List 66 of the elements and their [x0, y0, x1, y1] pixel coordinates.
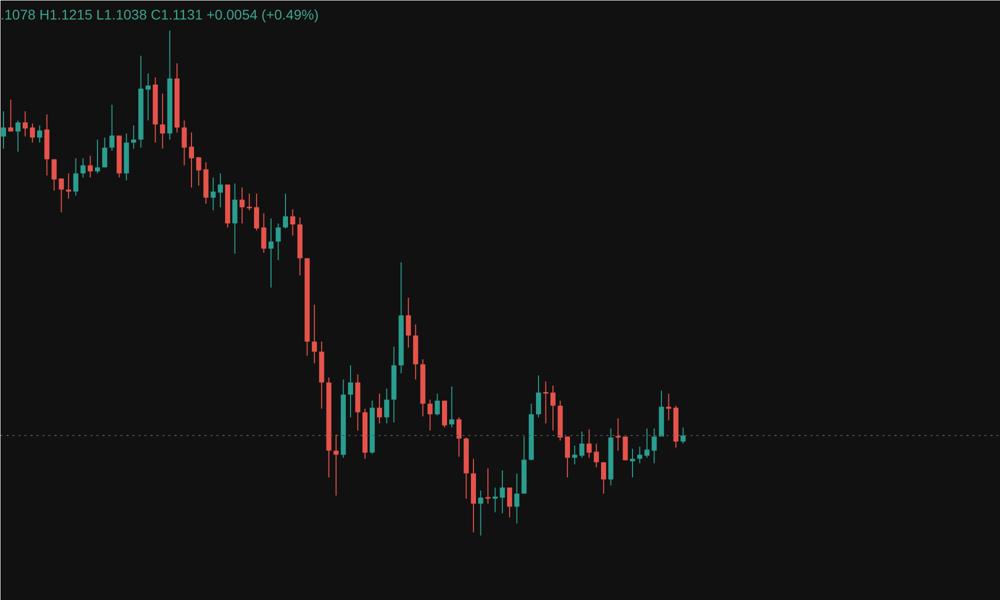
- chart-title: .1078 H1.1215 L1.1038 C1.1131 +0.0054 (+0.49%): [0, 6, 319, 22]
- candlestick: [52, 158, 57, 192]
- candlestick: [146, 72, 151, 121]
- candlestick: [240, 187, 245, 224]
- candlestick: [109, 104, 114, 152]
- candlestick: [276, 222, 281, 261]
- candlestick: [22, 110, 28, 138]
- candlestick: [102, 137, 108, 168]
- candlestick: [622, 436, 628, 461]
- candlestick: [543, 380, 548, 424]
- candlestick: [73, 158, 78, 196]
- candlestick: [58, 178, 64, 213]
- candlestick: [507, 487, 512, 518]
- candlestick: [572, 445, 578, 465]
- candlestick: [644, 428, 650, 458]
- candlestick: [492, 487, 498, 513]
- candlestick: [514, 472, 520, 524]
- candlestick: [637, 446, 642, 464]
- candlestick: [428, 399, 433, 431]
- candlestick: [282, 193, 288, 229]
- candlestick: [268, 218, 274, 288]
- candlestick: [218, 172, 223, 208]
- candlestick: [188, 132, 194, 188]
- candlestick: [8, 99, 14, 132]
- candlestick: [579, 430, 584, 458]
- candlestick: [500, 470, 505, 514]
- candlestick: [456, 416, 462, 458]
- candlestick: [246, 193, 252, 211]
- candlestick: [652, 428, 657, 464]
- candlestick: [384, 388, 390, 424]
- candlestick: [601, 462, 606, 494]
- candlestick: [406, 297, 411, 348]
- candlestick: [312, 304, 317, 364]
- candlestick: [290, 208, 296, 236]
- candlestick: [536, 374, 542, 418]
- candlestick: [434, 393, 440, 416]
- candlestick: [254, 193, 260, 231]
- candlestick: [182, 120, 187, 166]
- candlestick: [594, 443, 599, 468]
- candlestick: [630, 448, 636, 478]
- candlestick: [30, 122, 35, 144]
- candlestick: [15, 120, 20, 152]
- candlestick: [449, 386, 454, 428]
- candlestick: [131, 124, 136, 150]
- candlestick: [586, 428, 592, 458]
- candlestick: [334, 434, 339, 496]
- candlestick: [196, 156, 202, 186]
- candlestick: [485, 468, 490, 504]
- candlestick: [680, 426, 686, 444]
- candlestick: [348, 364, 354, 418]
- candlestick: [666, 393, 672, 421]
- candlestick: [261, 212, 266, 254]
- candlestick: [232, 183, 238, 254]
- candlestick: [160, 93, 166, 150]
- candlestick: [88, 155, 93, 178]
- candlestick: [0, 110, 6, 150]
- candlestick: [376, 393, 382, 424]
- candlestick: [37, 124, 42, 144]
- candlestick: [478, 490, 484, 536]
- candlestick: [210, 176, 216, 211]
- candlestick: [616, 418, 621, 452]
- candlestick: [564, 436, 570, 478]
- candlestick: [66, 172, 72, 200]
- candlestick: [550, 385, 556, 431]
- candlestick: [94, 139, 100, 174]
- candlestick: [80, 158, 86, 178]
